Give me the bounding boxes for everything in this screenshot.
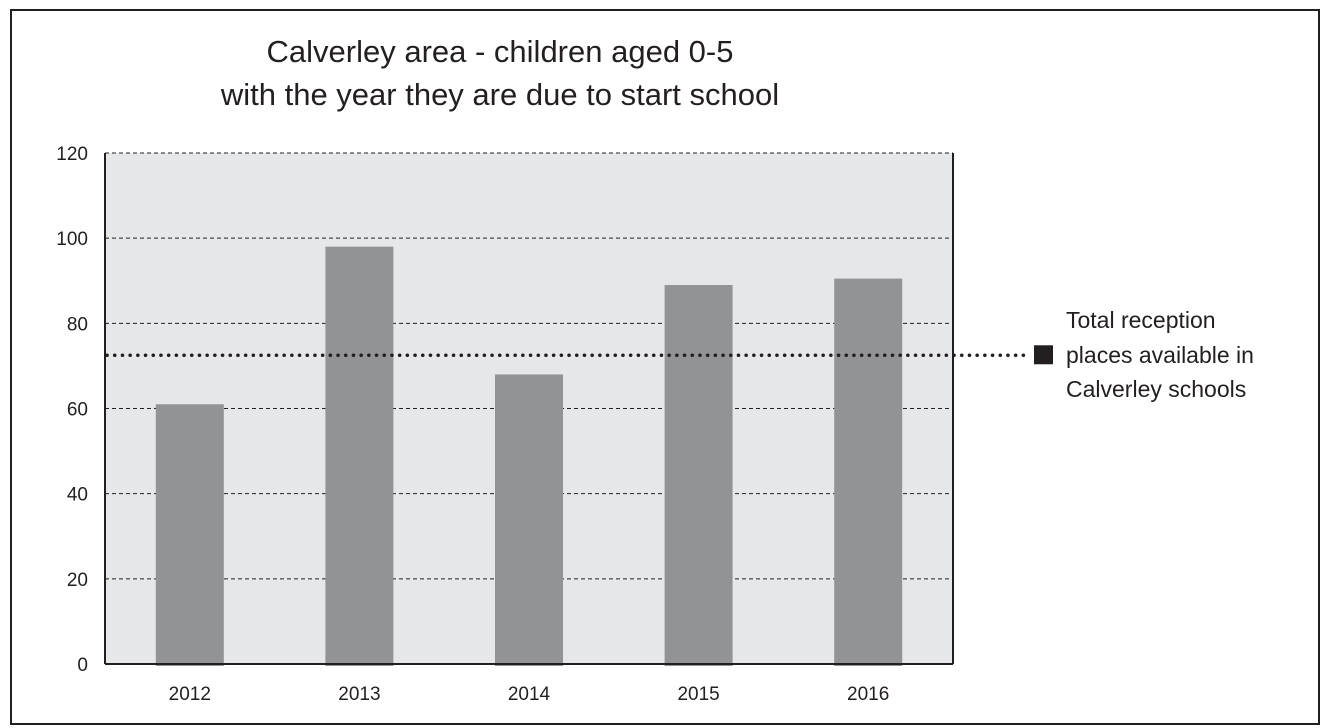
x-tick-label-2012: 2012 xyxy=(169,684,211,705)
x-tick-label-2013: 2013 xyxy=(338,684,380,705)
y-tick-labels: 0 20 40 60 80 100 120 xyxy=(56,144,88,676)
reference-marker xyxy=(1034,345,1053,365)
x-tick-label-2016: 2016 xyxy=(847,684,889,705)
y-tick-label-80: 80 xyxy=(67,314,88,335)
x-tick-label-2014: 2014 xyxy=(508,684,551,705)
y-tick-label-120: 120 xyxy=(56,144,88,165)
reference-label-line-2: places available in xyxy=(1066,342,1254,368)
reference-label-line-1: Total reception xyxy=(1066,307,1216,333)
y-tick-label-20: 20 xyxy=(67,570,88,591)
bar-2013 xyxy=(325,246,394,666)
bar-2012 xyxy=(155,404,224,666)
x-tick-labels: 2012 2013 2014 2015 2016 xyxy=(169,684,890,705)
y-tick-label-0: 0 xyxy=(77,655,88,676)
y-tick-label-100: 100 xyxy=(56,229,88,250)
bar-2015 xyxy=(664,285,733,666)
axes xyxy=(104,153,954,665)
chart-title-line-2: with the year they are due to start scho… xyxy=(220,77,780,112)
bar-2014 xyxy=(495,374,563,666)
reference-label-line-3: Calverley schools xyxy=(1066,376,1247,402)
y-tick-label-40: 40 xyxy=(67,485,88,506)
reference-line-group xyxy=(105,345,1053,365)
bars xyxy=(155,246,903,666)
chart-title-line-1: Calverley area - children aged 0-5 xyxy=(266,34,734,69)
x-tick-label-2015: 2015 xyxy=(677,684,719,705)
bar-2016 xyxy=(834,278,903,666)
y-tick-label-60: 60 xyxy=(67,400,88,421)
